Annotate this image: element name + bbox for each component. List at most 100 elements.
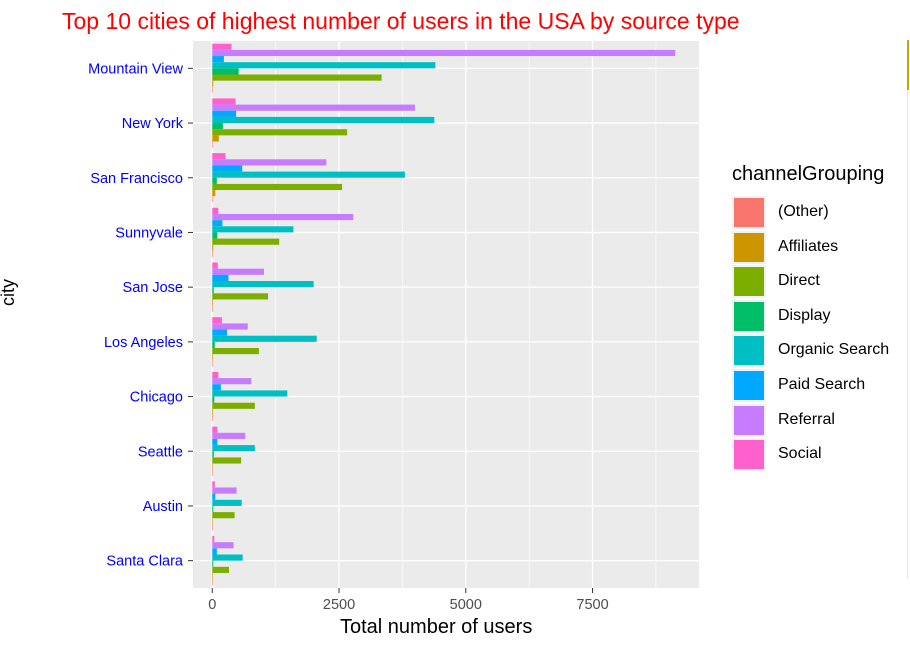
bar <box>212 335 317 342</box>
legend-key <box>732 265 766 299</box>
bar <box>212 469 213 476</box>
bar <box>212 226 294 233</box>
bar <box>212 274 229 281</box>
bar <box>212 548 217 555</box>
legend-label: Referral <box>778 410 835 428</box>
bar <box>212 354 214 361</box>
bar <box>212 499 242 506</box>
bar <box>212 445 255 452</box>
bar <box>212 262 218 269</box>
legend-key <box>732 230 766 264</box>
bar <box>212 426 218 433</box>
bar <box>212 396 215 403</box>
legend-key <box>732 438 766 472</box>
bar <box>212 104 416 111</box>
x-tick-label: 7500 <box>576 597 608 613</box>
y-tick-label: Chicago <box>130 390 183 406</box>
bar <box>212 371 219 379</box>
legend-key <box>732 403 766 437</box>
legend-swatch <box>734 301 764 331</box>
bar <box>212 378 252 385</box>
bar <box>212 579 213 586</box>
bar <box>212 116 435 124</box>
bar <box>212 524 213 531</box>
edge-mark <box>907 40 909 90</box>
bar <box>212 183 343 191</box>
bar <box>212 43 232 50</box>
legend-swatch <box>734 371 764 400</box>
bar <box>212 86 213 93</box>
legend-label: Display <box>778 306 831 324</box>
bar <box>212 250 213 258</box>
legend-key <box>732 299 766 333</box>
bar <box>212 49 676 57</box>
legend-label: Direct <box>778 272 820 290</box>
y-tick-label: Austin <box>143 499 183 515</box>
y-axis-label: city <box>0 279 18 306</box>
legend-key <box>732 334 766 368</box>
bar <box>212 390 288 397</box>
y-tick-label: Mountain View <box>88 61 183 77</box>
bar <box>212 165 243 172</box>
bar <box>212 560 214 567</box>
bar <box>212 62 436 69</box>
legend-label: Social <box>778 445 822 463</box>
chart-title: Top 10 cities of highest number of users… <box>62 8 740 34</box>
bar <box>212 432 246 439</box>
y-tick-label: Seattle <box>138 444 183 460</box>
bar <box>212 542 234 549</box>
y-tick-label: Sunnyvale <box>115 225 183 241</box>
legend-swatch <box>734 232 764 262</box>
legend-key <box>732 196 766 229</box>
bar <box>212 232 218 239</box>
legend-label: Paid Search <box>778 376 866 393</box>
bar <box>212 287 214 294</box>
bar <box>212 554 243 561</box>
legend-title: channelGrouping <box>732 163 885 185</box>
bar <box>212 305 213 312</box>
bar <box>212 293 269 300</box>
bar <box>212 141 213 148</box>
bar <box>212 68 239 75</box>
bar <box>212 451 214 458</box>
legend-swatch <box>734 198 764 227</box>
bar <box>212 572 213 580</box>
legend-swatch <box>734 267 764 297</box>
y-tick-label: Santa Clara <box>106 554 184 570</box>
y-tick-label: San Jose <box>123 280 183 296</box>
bar <box>212 512 235 519</box>
bar <box>212 238 280 245</box>
bar <box>212 457 242 464</box>
x-tick-label: 5000 <box>450 597 482 613</box>
bar <box>212 207 219 214</box>
bar <box>212 438 218 446</box>
bar <box>212 280 314 288</box>
legend-key <box>732 369 766 402</box>
bar <box>212 220 223 227</box>
bar <box>212 487 237 494</box>
legend-label: (Other) <box>778 203 829 220</box>
bar <box>212 159 327 166</box>
x-tick-label: 2500 <box>323 597 355 613</box>
legend-swatch <box>734 405 764 435</box>
bar <box>212 244 214 251</box>
bar <box>212 110 237 117</box>
bar <box>212 190 216 197</box>
bar <box>212 536 215 543</box>
bar <box>212 518 213 525</box>
bar <box>212 80 214 87</box>
edge-line <box>907 40 908 578</box>
bar <box>212 493 216 500</box>
bar <box>212 408 214 416</box>
bar <box>212 153 226 160</box>
bar <box>212 348 259 355</box>
bar <box>212 463 213 470</box>
bar <box>212 98 236 105</box>
bar <box>212 123 223 130</box>
bar <box>212 213 354 221</box>
legend-swatch <box>734 336 764 366</box>
y-tick-label: New York <box>122 116 184 132</box>
legend-label: Affiliates <box>778 237 839 255</box>
